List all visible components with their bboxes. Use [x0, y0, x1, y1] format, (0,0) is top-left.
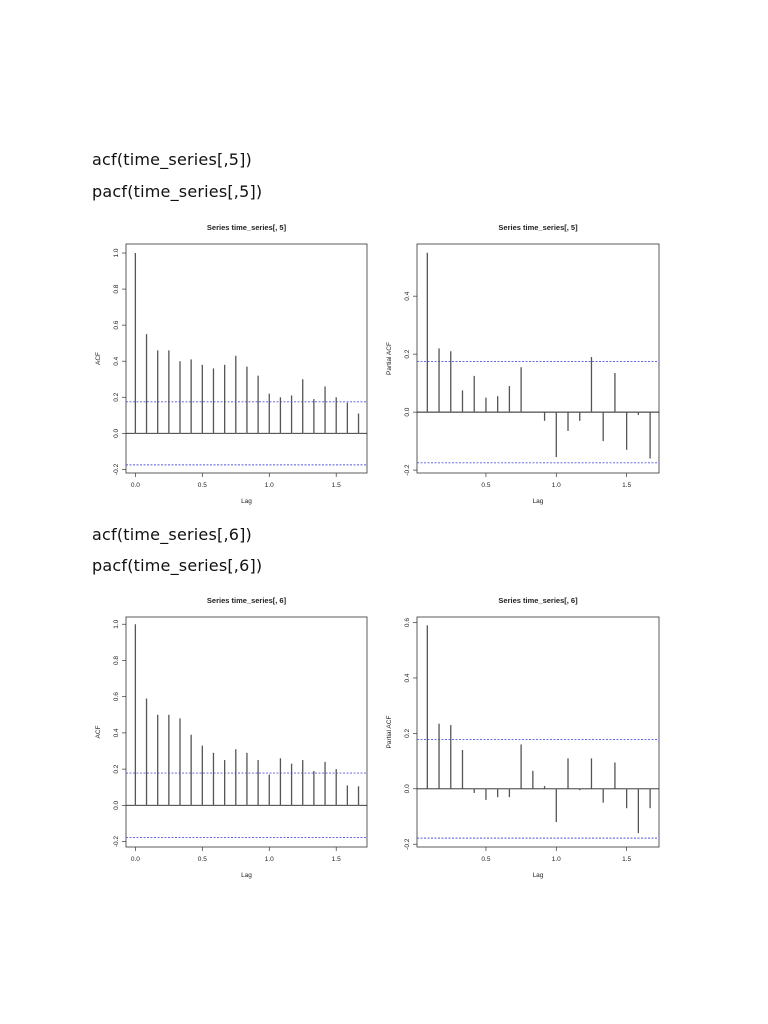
y-tick-label: 0.0	[113, 428, 120, 437]
x-tick-label: 1.0	[265, 482, 274, 489]
x-tick-label: 1.5	[332, 856, 341, 863]
x-tick-label: 1.5	[622, 482, 631, 489]
x-tick-label: 0.5	[198, 856, 207, 863]
y-tick-label: 0.2	[404, 349, 411, 358]
y-tick-label: 0.4	[113, 356, 120, 365]
y-tick-label: 1.0	[113, 619, 120, 628]
x-tick-label: 1.0	[265, 856, 274, 863]
y-axis-label: Partial ACF	[386, 342, 393, 375]
y-tick-label: 0.6	[404, 618, 411, 627]
y-tick-label: 0.0	[404, 407, 411, 416]
pacf-plot-series-5: Series time_series[, 5] -0.2 0.0 0.2 0.4 0.5 1…	[380, 212, 672, 512]
chart-title: Series time_series[, 5]	[207, 223, 287, 232]
y-tick-label: -0.2	[113, 836, 120, 848]
x-axis-label: Lag	[241, 872, 252, 879]
plot-frame	[416, 243, 660, 474]
code-line-acf6: acf(time_series[,6])	[92, 525, 252, 544]
y-tick-label: 0.6	[113, 692, 120, 701]
y-tick-label: -0.2	[404, 838, 411, 850]
y-tick-label: 1.0	[113, 248, 120, 257]
y-tick-label: 0.2	[113, 764, 120, 773]
x-tick-label: 1.5	[332, 482, 341, 489]
plot-frame	[125, 243, 368, 474]
chart-title: Series time_series[, 6]	[207, 596, 287, 605]
y-tick-label: 0.2	[113, 392, 120, 401]
y-tick-label: 0.8	[113, 284, 120, 293]
acf-plot-series-5: Series time_series[, 5] -0.2 0.0 0.2 0.4 0.6 0…	[88, 212, 380, 512]
y-tick-label: 0.6	[113, 320, 120, 329]
y-tick-label: 0.2	[404, 728, 411, 737]
y-tick-label: 0.0	[113, 800, 120, 809]
x-tick-label: 1.0	[552, 482, 561, 489]
x-tick-label: 1.0	[552, 856, 561, 863]
x-tick-label: 0.5	[481, 482, 490, 489]
code-line-pacf6: pacf(time_series[,6])	[92, 556, 263, 575]
x-tick-label: 0.5	[481, 856, 490, 863]
y-tick-label: 0.4	[404, 291, 411, 300]
y-tick-label: -0.2	[113, 463, 120, 475]
code-line-acf5: acf(time_series[,5])	[92, 150, 252, 169]
x-axis-label: Lag	[241, 498, 252, 505]
x-tick-label: 0.0	[131, 856, 140, 863]
y-tick-label: 0.8	[113, 656, 120, 665]
acf-plot-series-6: Series time_series[, 6] -0.2 0.0 0.2 0.4 0.6 0…	[88, 586, 380, 886]
y-tick-label: 0.4	[404, 673, 411, 682]
y-tick-label: -0.2	[404, 464, 411, 476]
y-tick-label: 0.4	[113, 728, 120, 737]
chart-title: Series time_series[, 5]	[498, 223, 578, 232]
x-tick-label: 1.5	[622, 856, 631, 863]
chart-title: Series time_series[, 6]	[498, 596, 578, 605]
y-axis-label: ACF	[95, 725, 102, 738]
plot-frame	[416, 616, 660, 848]
plot-frame	[125, 616, 368, 848]
y-axis-label: ACF	[95, 352, 102, 365]
x-tick-label: 0.0	[131, 482, 140, 489]
x-axis-label: Lag	[533, 872, 544, 879]
y-axis-label: Partial ACF	[386, 716, 393, 749]
x-axis-label: Lag	[533, 498, 544, 505]
code-line-pacf5: pacf(time_series[,5])	[92, 182, 263, 201]
x-tick-label: 0.5	[198, 482, 207, 489]
pacf-plot-series-6: Series time_series[, 6] -0.2 0.0 0.2 0.4 0.6 0…	[380, 586, 672, 886]
y-tick-label: 0.0	[404, 784, 411, 793]
